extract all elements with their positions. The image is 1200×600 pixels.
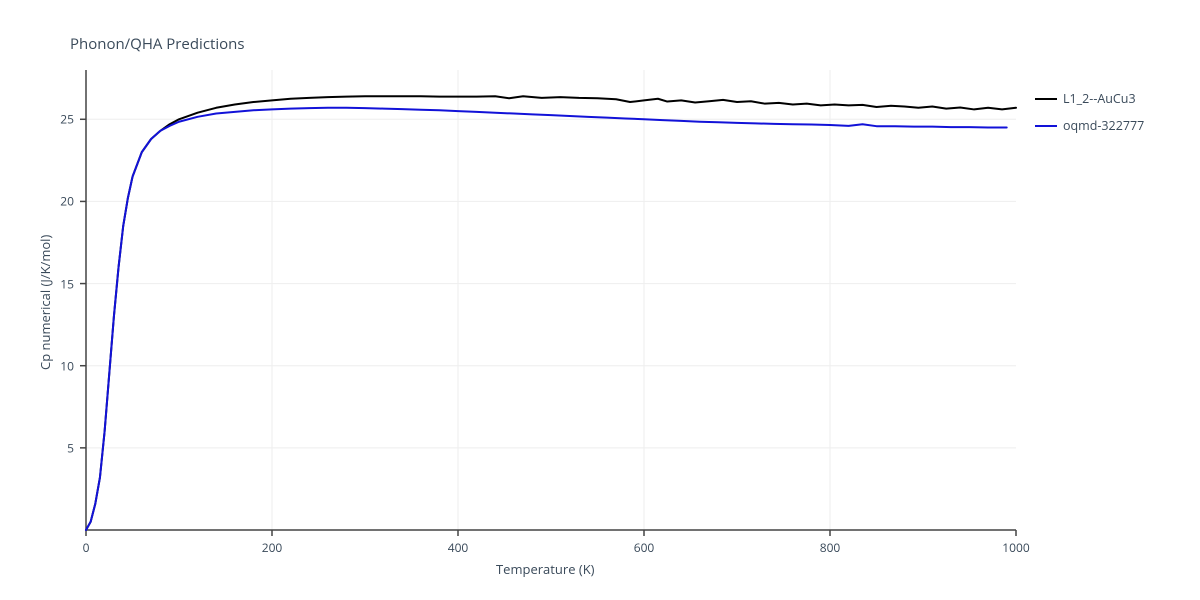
plot-svg bbox=[74, 58, 1028, 542]
y-tick-label: 10 bbox=[60, 357, 74, 374]
legend-label: oqmd-322777 bbox=[1063, 117, 1144, 134]
x-tick-label: 0 bbox=[83, 539, 90, 556]
legend-label: L1_2--AuCu3 bbox=[1063, 90, 1136, 107]
legend-item[interactable]: L1_2--AuCu3 bbox=[1035, 90, 1144, 107]
y-tick-label: 15 bbox=[60, 275, 74, 292]
chart-title: Phonon/QHA Predictions bbox=[70, 34, 245, 54]
legend-item[interactable]: oqmd-322777 bbox=[1035, 117, 1144, 134]
x-tick-label: 600 bbox=[634, 539, 655, 556]
plot-area bbox=[86, 70, 1016, 530]
x-tick-label: 1000 bbox=[1002, 539, 1029, 556]
y-tick-label: 25 bbox=[60, 111, 74, 128]
x-tick-label: 800 bbox=[820, 539, 841, 556]
y-tick-label: 20 bbox=[60, 193, 74, 210]
y-tick-label: 5 bbox=[67, 439, 74, 456]
chart-container: Phonon/QHA Predictions Temperature (K) C… bbox=[0, 0, 1200, 600]
legend-swatch bbox=[1035, 98, 1057, 100]
y-axis-label: Cp numerical (J/K/mol) bbox=[36, 235, 54, 370]
x-tick-label: 400 bbox=[448, 539, 469, 556]
legend: L1_2--AuCu3 oqmd-322777 bbox=[1035, 90, 1144, 144]
legend-swatch bbox=[1035, 125, 1057, 127]
x-tick-label: 200 bbox=[262, 539, 283, 556]
x-axis-label: Temperature (K) bbox=[496, 560, 595, 578]
